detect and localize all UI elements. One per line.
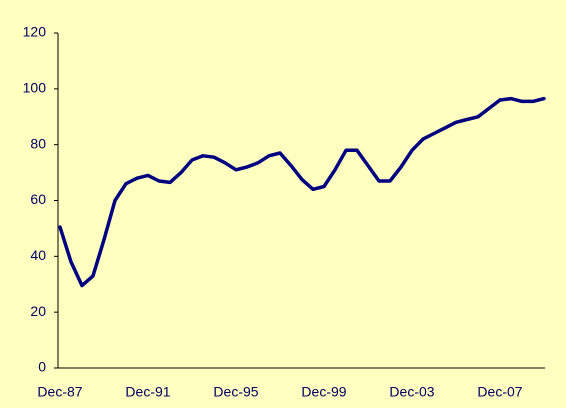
y-tick-label: 100 [23, 80, 47, 96]
y-tick-label: 120 [23, 24, 47, 40]
y-tick-label: 60 [30, 191, 46, 207]
y-tick-label: 20 [30, 303, 46, 319]
y-tick-label: 40 [30, 247, 46, 263]
line-series [58, 96, 546, 288]
x-tick-label: Dec-91 [125, 384, 170, 400]
x-tick-label: Dec-95 [213, 384, 258, 400]
x-tick-label: Dec-03 [389, 384, 434, 400]
y-tick-label: 0 [38, 359, 46, 375]
y-tick-label: 80 [30, 135, 46, 151]
x-tick-label: Dec-99 [301, 384, 346, 400]
x-tick-label: Dec-87 [37, 384, 82, 400]
x-tick-label: Dec-07 [477, 384, 522, 400]
